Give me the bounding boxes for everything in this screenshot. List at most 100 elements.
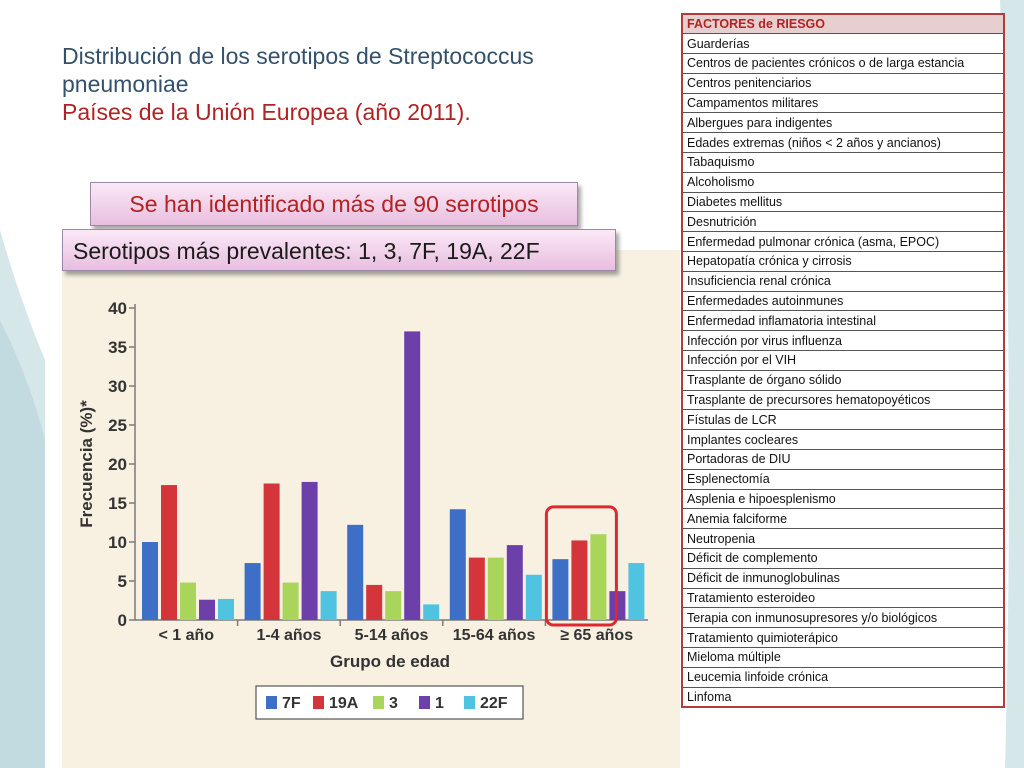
table-row: Trasplante de precursores hematopoyético… [681, 389, 1005, 411]
table-row: Desnutrición [681, 211, 1005, 233]
risk-factor-cell: Trasplante de precursores hematopoyético… [681, 389, 1005, 411]
risk-factor-cell: Portadoras de DIU [681, 449, 1005, 470]
table-row: Tabaquismo [681, 152, 1005, 173]
table-row: Alcoholismo [681, 171, 1005, 193]
bar-1-3 [506, 545, 523, 620]
y-axis-label: Frecuencia (%)* [77, 400, 96, 528]
risk-factor-cell: Guarderías [681, 33, 1005, 55]
bar-22f-2 [423, 604, 440, 620]
bar-19a-3 [468, 557, 485, 620]
table-row: Enfermedades autoinmunes [681, 290, 1005, 312]
risk-table-header: FACTORES de RIESGO [681, 13, 1005, 35]
legend-box [255, 685, 524, 720]
legend-label-19a: 19A [329, 695, 359, 712]
table-row: Edades extremas (niños < 2 años y ancian… [681, 132, 1005, 154]
table-row: Hepatopatía crónica y cirrosis [681, 251, 1005, 272]
risk-factors-table: FACTORES de RIESGO Guarderías Centros de p… [681, 13, 1005, 708]
risk-factor-cell: Asplenia e hipoesplenismo [681, 488, 1005, 510]
y-tick-label: 25 [108, 416, 127, 435]
highlight-box [544, 505, 618, 627]
table-row: Linfoma [681, 686, 1005, 708]
risk-factor-cell: Neutropenia [681, 528, 1005, 550]
x-tick-label: 15-64 años [453, 627, 536, 644]
risk-factor-cell: Anemia falciforme [681, 508, 1005, 530]
x-axis-label: Grupo de edad [330, 652, 450, 671]
bar-3-3 [487, 557, 504, 620]
risk-factor-cell: Trasplante de órgano sólido [681, 369, 1005, 391]
bar-1-1 [301, 481, 318, 620]
bar-7f-2 [347, 524, 364, 620]
bar-7f-0 [142, 542, 158, 620]
table-row: Insuficiencia renal crónica [681, 270, 1005, 292]
risk-factor-cell: Infección por el VIH [681, 350, 1005, 371]
bar-22f-1 [320, 591, 337, 620]
table-row: Implantes cocleares [681, 429, 1005, 451]
risk-factor-cell: Mieloma múltiple [681, 647, 1005, 668]
y-tick-label: 15 [108, 494, 127, 513]
risk-factor-cell: Tratamiento quimioterápico [681, 627, 1005, 648]
y-tick-label: 5 [118, 572, 127, 591]
table-row: Enfermedad inflamatoria intestinal [681, 310, 1005, 332]
bar-7f-4 [552, 559, 569, 620]
table-row: Guarderías [681, 33, 1005, 55]
table-row: Diabetes mellitus [681, 191, 1005, 213]
risk-factor-cell: Desnutrición [681, 211, 1005, 233]
risk-factor-cell: Tabaquismo [681, 152, 1005, 173]
y-tick-label: 20 [108, 455, 127, 474]
legend-swatch-19a [313, 696, 324, 709]
x-tick-label: 1-4 años [256, 627, 321, 644]
table-row: Tratamiento esteroideo [681, 587, 1005, 609]
prevalent-serotypes-callout: Serotipos más prevalentes: 1, 3, 7F, 19A… [62, 229, 616, 271]
legend-label-7f: 7F [282, 695, 301, 712]
risk-factor-cell: Infección por virus influenza [681, 330, 1005, 352]
bar-19a-4 [571, 540, 588, 620]
risk-factor-cell: Alcoholismo [681, 171, 1005, 193]
risk-factor-cell: Enfermedades autoinmunes [681, 290, 1005, 312]
risk-factor-cell: Esplenectomía [681, 468, 1005, 490]
risk-factor-cell: Fístulas de LCR [681, 409, 1005, 431]
legend-swatch-22f [464, 696, 475, 709]
x-tick-label: 5-14 años [355, 627, 429, 644]
risk-factor-cell: Déficit de complemento [681, 548, 1005, 569]
bar-1-2 [404, 331, 421, 620]
risk-factor-cell: Linfoma [681, 686, 1005, 708]
bar-22f-0 [218, 598, 234, 620]
table-row: Terapia con inmunosupresores y/o biológi… [681, 607, 1005, 629]
risk-factor-cell: Centros de pacientes crónicos o de larga… [681, 53, 1005, 74]
bar-19a-1 [263, 483, 280, 620]
legend-swatch-7f [266, 696, 277, 709]
x-tick-label: < 1 año [159, 627, 215, 644]
legend-swatch-3 [373, 696, 384, 709]
y-tick-label: 40 [108, 299, 127, 318]
table-row: Centros de pacientes crónicos o de larga… [681, 53, 1005, 74]
table-row: Déficit de inmunoglobulinas [681, 567, 1005, 589]
bar-3-4 [590, 534, 607, 620]
risk-factor-cell: Enfermedad pulmonar crónica (asma, EPOC) [681, 231, 1005, 253]
title-line-2: Países de la Unión Europea (año 2011). [62, 99, 471, 125]
risk-factor-cell: Diabetes mellitus [681, 191, 1005, 213]
table-row: Portadoras de DIU [681, 449, 1005, 470]
risk-factor-cell: Tratamiento esteroideo [681, 587, 1005, 609]
table-row: Trasplante de órgano sólido [681, 369, 1005, 391]
bar-3-2 [385, 591, 402, 620]
risk-factor-cell: Terapia con inmunosupresores y/o biológi… [681, 607, 1005, 629]
table-row: Mieloma múltiple [681, 647, 1005, 668]
y-tick-label: 0 [118, 611, 127, 630]
risk-factor-cell: Enfermedad inflamatoria intestinal [681, 310, 1005, 332]
table-row: Infección por virus influenza [681, 330, 1005, 352]
bar-7f-1 [244, 563, 261, 620]
table-row: Centros penitenciarios [681, 72, 1005, 94]
risk-table-header-row: FACTORES de RIESGO [681, 13, 1005, 35]
risk-factor-cell: Albergues para indigentes [681, 112, 1005, 134]
risk-factor-cell: Campamentos militares [681, 92, 1005, 114]
y-tick-label: 10 [108, 533, 127, 552]
table-row: Asplenia e hipoesplenismo [681, 488, 1005, 510]
y-tick-label: 30 [108, 377, 127, 396]
bar-22f-3 [525, 574, 542, 620]
bar-19a-2 [366, 584, 383, 620]
risk-factor-cell: Implantes cocleares [681, 429, 1005, 451]
bar-1-0 [199, 599, 215, 620]
table-row: Fístulas de LCR [681, 409, 1005, 431]
risk-factor-cell: Edades extremas (niños < 2 años y ancian… [681, 132, 1005, 154]
